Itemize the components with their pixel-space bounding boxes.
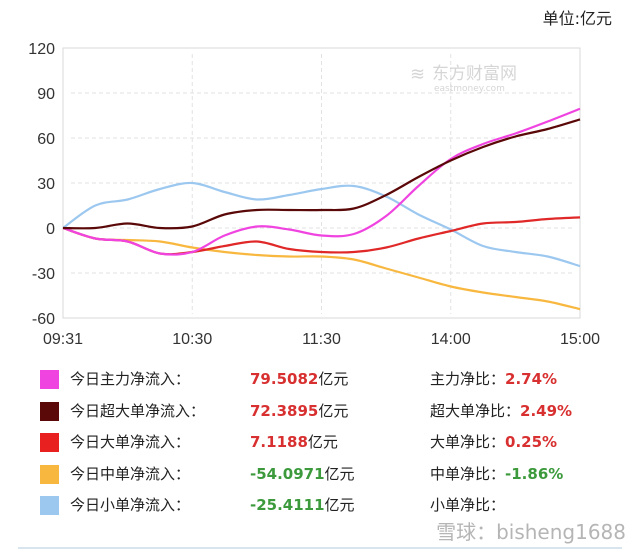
x-tick-label: 15:00: [560, 331, 600, 348]
unit-label: 单位:亿元: [542, 9, 612, 28]
y-tick-label: -60: [32, 311, 55, 328]
series-line-今日中单净流入: [62, 226, 581, 311]
legend-value: 79.5082亿元: [250, 370, 349, 388]
series-lines: [62, 107, 581, 311]
legend-label: 今日中单净流入：: [70, 464, 191, 483]
series-line-今日主力净流入: [62, 107, 581, 256]
legend-swatch: [40, 433, 59, 452]
legend-row: 今日超大单净流入： 72.3895亿元 超大单净比：2.49%: [0, 396, 640, 426]
y-tick-label: 90: [37, 86, 55, 103]
y-tick-label: 0: [46, 221, 55, 238]
legend-swatch: [40, 401, 59, 421]
legend-value: 7.1188亿元: [250, 433, 338, 451]
y-tick-label: 60: [37, 131, 55, 148]
legend-ratio: 主力净比：2.74%: [430, 370, 558, 388]
series-line-今日超大单净流入: [62, 118, 581, 230]
legend-label: 今日大单净流入：: [70, 433, 191, 451]
legend-row: 今日小单净流入： -25.4111亿元 小单净比：: [0, 490, 640, 520]
watermark-logo-text: 东方财富网: [432, 64, 517, 84]
axes: 120 90 60 30 0 -30 -60 09:31 10:30 11:30 14:00 15:0…: [28, 41, 600, 348]
legend-label: 今日小单净流入：: [70, 496, 191, 514]
eastmoney-watermark: ≋ 东方财富网 eastmoney.com: [410, 64, 517, 94]
legend-swatch: [40, 464, 59, 484]
legend-swatch: [40, 496, 59, 515]
x-tick-label: 09:31: [43, 331, 83, 348]
svg-text:≋: ≋: [410, 64, 425, 85]
legend-ratio: 超大单净比：2.49%: [430, 401, 573, 420]
line-chart: ≋ 东方财富网 eastmoney.com 120 90 60 30 0 -30 -60 09…: [28, 41, 600, 348]
y-tick-label: -30: [32, 266, 55, 283]
legend-value: -25.4111亿元: [250, 496, 355, 514]
legend-ratio: 大单净比：0.25%: [430, 433, 558, 451]
legend-label: 今日超大单净流入：: [70, 401, 206, 420]
legend-ratio: 中单净比：-1.86%: [430, 464, 564, 483]
series-line-今日小单净流入: [62, 181, 581, 268]
legend-value: -54.0971亿元: [250, 464, 355, 483]
legend-label: 今日主力净流入：: [70, 370, 191, 388]
y-tick-label: 30: [37, 176, 55, 193]
watermark-logo-subtext: eastmoney.com: [434, 84, 505, 94]
divider: [18, 547, 622, 549]
xueqiu-watermark: 雪球：bisheng1688: [436, 520, 626, 544]
x-tick-label: 10:30: [172, 331, 212, 348]
plot-border: [62, 47, 581, 319]
legend-value: 72.3895亿元: [250, 401, 349, 420]
x-tick-label: 14:00: [431, 331, 471, 348]
legend-row: 今日中单净流入： -54.0971亿元 中单净比：-1.86%: [0, 459, 640, 489]
legend-swatch: [40, 370, 59, 389]
y-tick-label: 120: [28, 41, 55, 58]
legend-ratio: 小单净比：: [430, 496, 506, 514]
legend-row: 今日主力净流入： 79.5082亿元 主力净比：2.74%: [0, 364, 640, 394]
x-tick-label: 11:30: [302, 331, 341, 348]
legend-row: 今日大单净流入： 7.1188亿元 大单净比：0.25%: [0, 427, 640, 457]
